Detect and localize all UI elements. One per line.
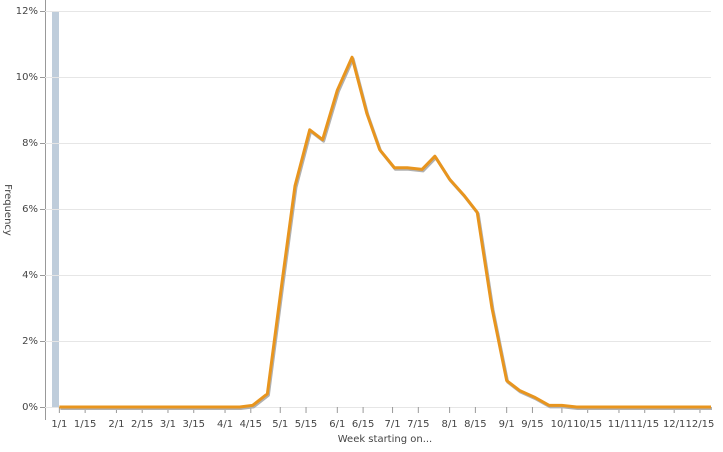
y-tick-label: 8% <box>22 138 38 149</box>
x-tick-label: 8/1 <box>442 419 458 430</box>
x-tick-label: 12/1 <box>663 419 685 430</box>
series-line <box>59 55 711 409</box>
x-tick-label: 9/15 <box>521 419 543 430</box>
x-tick-label: 5/15 <box>295 419 317 430</box>
x-tick-label: 1/15 <box>74 419 96 430</box>
x-tick-label: 4/1 <box>217 419 233 430</box>
x-tick-label: 5/1 <box>272 419 288 430</box>
x-tick-label: 3/15 <box>183 419 205 430</box>
x-tick-label: 7/15 <box>407 419 429 430</box>
x-tick-label: 11/1 <box>608 419 630 430</box>
x-tick-label: 9/1 <box>499 419 515 430</box>
y-tick-label: 12% <box>16 6 38 17</box>
x-tick-label: 4/15 <box>240 419 262 430</box>
x-tick-label: 1/1 <box>51 419 67 430</box>
x-tick-label: 10/1 <box>551 419 573 430</box>
y-tick-label: 10% <box>16 72 38 83</box>
x-tick-label: 3/1 <box>160 419 176 430</box>
y-tick-label: 6% <box>22 204 38 215</box>
y-tick-label: 4% <box>22 270 38 281</box>
x-tick-label: 12/15 <box>686 419 715 430</box>
x-tick-label: 6/1 <box>329 419 345 430</box>
x-tick-label: 2/1 <box>108 419 124 430</box>
x-tick-label: 7/1 <box>384 419 400 430</box>
x-tick-label: 11/15 <box>630 419 659 430</box>
y-tick-label: 0% <box>22 402 38 413</box>
x-tick-label: 8/15 <box>464 419 486 430</box>
line-shadow <box>60 57 712 410</box>
x-tick-label: 6/15 <box>352 419 374 430</box>
y-axis-title: Frequency <box>2 184 13 236</box>
x-tick-label: 10/15 <box>573 419 602 430</box>
y-tick-label: 2% <box>22 336 38 347</box>
x-axis-title: Week starting on... <box>338 434 433 445</box>
x-tick-label: 2/15 <box>131 419 153 430</box>
